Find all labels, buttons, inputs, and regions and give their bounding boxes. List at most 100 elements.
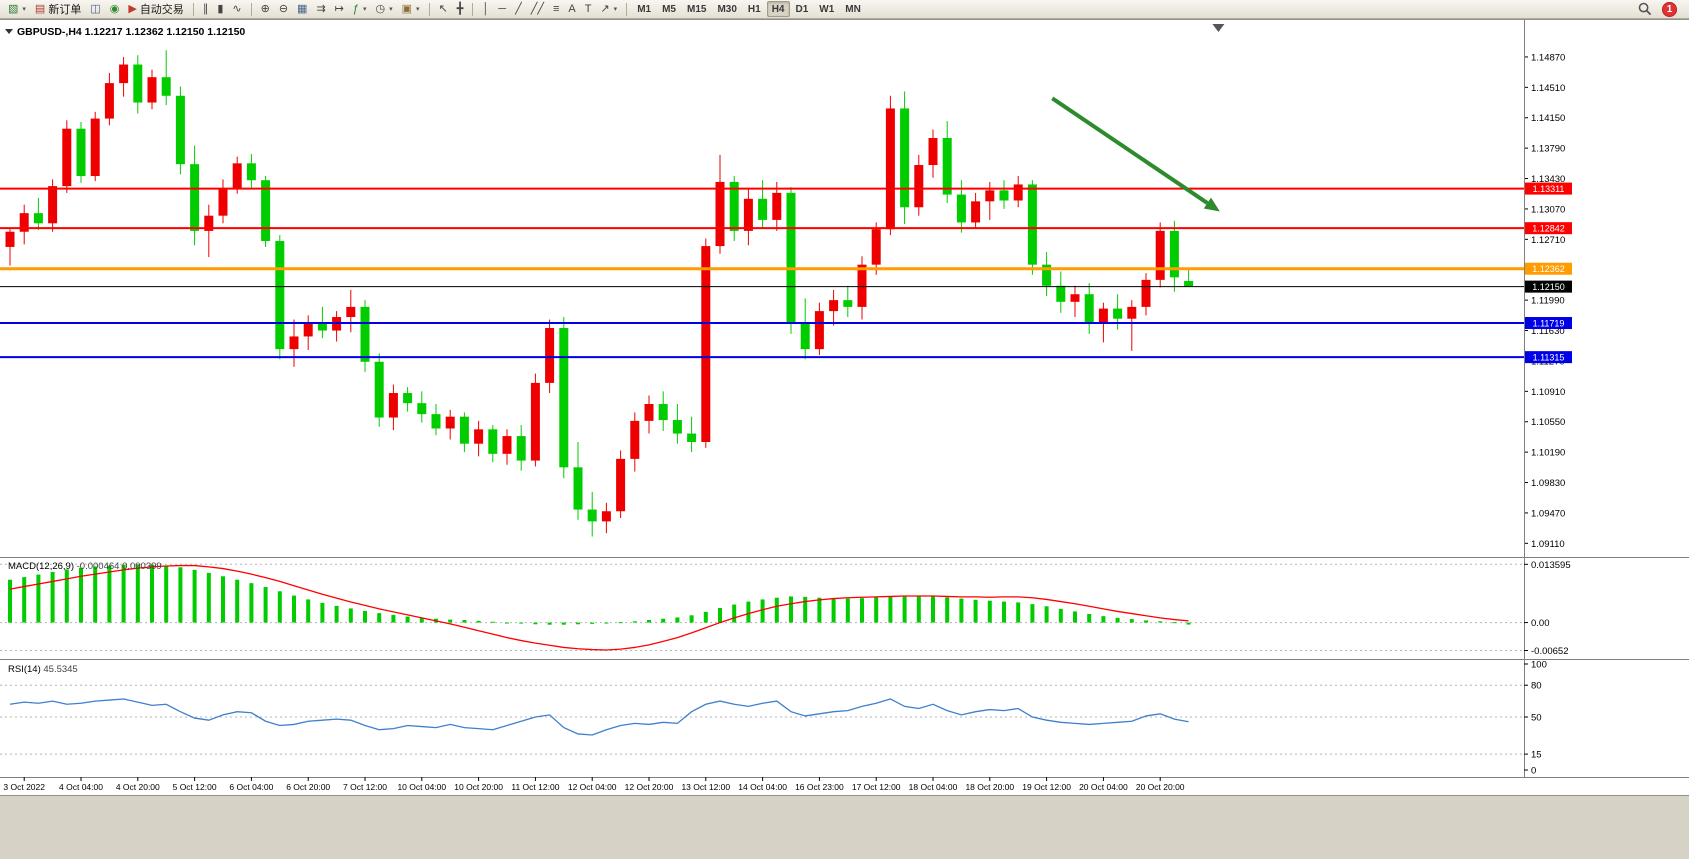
arrows-button[interactable]: ↗ ▾: [596, 1, 621, 18]
macd-histogram-bar: [235, 579, 240, 623]
candle-body: [971, 201, 981, 223]
timeframe-button-m1[interactable]: M1: [637, 3, 652, 15]
bid-price-line-marker: [1525, 280, 1572, 293]
support-line-1-marker: [1525, 317, 1572, 330]
candle-body: [1184, 280, 1194, 287]
timeframe-button-d1[interactable]: D1: [795, 3, 809, 15]
price-axis-label: 1.10550: [1531, 417, 1565, 428]
autotrading-button-label: 自动交易: [139, 4, 184, 16]
candle-body: [516, 436, 526, 461]
time-axis-label: 12 Oct 04:00: [568, 782, 617, 792]
candle-body: [758, 198, 768, 220]
candle-body: [985, 190, 995, 202]
fibonacci-icon: ≡: [552, 2, 560, 15]
new-order-button[interactable]: ▤ 新订单: [31, 1, 85, 18]
timeframe-button-m15[interactable]: M15: [687, 3, 707, 15]
timeframe-button-w1[interactable]: W1: [819, 3, 835, 15]
macd-histogram-bar: [959, 598, 964, 623]
crosshair-button[interactable]: ╋: [453, 1, 468, 18]
new-chart-button[interactable]: ▧ ▾: [4, 1, 30, 18]
resistance-line-2-marker-label: 1.12842: [1532, 224, 1565, 234]
macd-histogram-bar: [1158, 621, 1163, 623]
periods-button[interactable]: ◷ ▾: [372, 1, 397, 18]
chart-shift-marker[interactable]: [1212, 24, 1225, 32]
macd-histogram-bar: [874, 597, 879, 623]
tile-windows-button[interactable]: ▦: [293, 1, 311, 18]
timeframe-button-h1[interactable]: H1: [747, 3, 761, 15]
toolbar-separator: [250, 2, 252, 16]
templates-button[interactable]: ▣ ▾: [398, 1, 424, 18]
price-chart-canvas[interactable]: 1.14870 1.14510 1.14150 1.13790 1.13430 1.130…: [0, 20, 1689, 795]
text-button[interactable]: A: [564, 1, 579, 18]
collapse-panel-icon[interactable]: [5, 29, 13, 34]
autotrading-button[interactable]: ▶ 自动交易: [124, 1, 187, 18]
trend-arrow-annotation[interactable]: [1051, 96, 1209, 205]
candle-body: [33, 213, 43, 224]
auto-scroll-button[interactable]: ⇉: [312, 1, 329, 18]
timeframe-button-mn[interactable]: MN: [845, 3, 861, 15]
main-toolbar: ▧ ▾ ▤ 新订单 ◫ ◉ ▶ 自动交易 ∥ ▮ ∿ ⊕ ⊖ ▦ ⇉ ↦ ƒ ▾ ◷ ▾ ▣ ▾ ↖ ╋ │ ─ ╱ ╱╱ ≡ A T ↗ ▾ M…: [0, 0, 1689, 19]
rsi-axis-label: 80: [1531, 681, 1542, 692]
notification-badge[interactable]: 1: [1662, 1, 1677, 17]
candle-body: [601, 511, 611, 522]
macd-histogram-bar: [987, 600, 992, 623]
macd-histogram-bar: [760, 599, 765, 623]
search-icon[interactable]: [1638, 2, 1652, 16]
timeframe-button-m30[interactable]: M30: [717, 3, 737, 15]
macd-histogram-bar: [107, 565, 112, 623]
candle-body: [1042, 264, 1052, 286]
macd-histogram-bar: [79, 567, 83, 623]
timeframe-button-h4[interactable]: H4: [766, 1, 790, 17]
bar-chart-button[interactable]: ∥: [199, 1, 213, 18]
time-axis[interactable]: [0, 778, 1689, 795]
fibonacci-button[interactable]: ≡: [549, 1, 563, 18]
vertical-line-button[interactable]: │: [478, 1, 493, 18]
macd-histogram-bar: [1144, 620, 1148, 623]
candle-body: [119, 64, 129, 84]
candle-body: [800, 323, 810, 350]
time-axis-label: 19 Oct 12:00: [1022, 782, 1071, 792]
candle-body: [857, 264, 867, 307]
macd-histogram-bar: [1016, 602, 1021, 623]
resistance-line-1-marker-label: 1.13311: [1533, 184, 1565, 194]
resistance-line-1-marker: [1525, 182, 1572, 195]
time-axis-label: 4 Oct 04:00: [59, 782, 103, 792]
toolbar-separator: [428, 2, 430, 16]
macd-histogram-bar: [64, 569, 69, 623]
candle-body: [1084, 294, 1094, 324]
candle-body: [104, 83, 114, 119]
channel-button[interactable]: ╱╱: [527, 1, 548, 18]
price-axis[interactable]: [1525, 20, 1689, 777]
cursor-button[interactable]: ↖: [435, 1, 452, 18]
profiles-button[interactable]: ◫: [86, 1, 104, 18]
chart-plot-area[interactable]: [0, 20, 1524, 557]
trendline-button[interactable]: ╱: [511, 1, 526, 18]
toolbar-right: 1: [1638, 1, 1685, 17]
macd-histogram-bar: [363, 611, 367, 623]
candle-body: [900, 108, 910, 208]
refresh-button[interactable]: ◉: [106, 1, 124, 18]
dropdown-arrow-icon: ▾: [416, 6, 420, 13]
macd-histogram-bar: [391, 614, 396, 623]
candle-body: [289, 336, 299, 350]
macd-histogram-bar: [178, 567, 183, 623]
zoom-out-button[interactable]: ⊖: [275, 1, 292, 18]
time-axis-label: 3 Oct 2022: [3, 782, 45, 792]
horizontal-line-button[interactable]: ─: [494, 1, 510, 18]
indicators-button[interactable]: ƒ ▾: [349, 1, 371, 18]
macd-axis-label: -0.00652: [1531, 646, 1569, 657]
timeframe-button-m5[interactable]: M5: [662, 3, 676, 15]
zoom-in-button[interactable]: ⊕: [257, 1, 274, 18]
candle-body: [346, 306, 356, 318]
tile-windows-icon: ▦: [297, 2, 308, 15]
line-chart-button[interactable]: ∿: [228, 1, 245, 18]
indicators-icon: ƒ: [352, 2, 359, 15]
price-axis-label: 1.12710: [1531, 235, 1565, 246]
chart-shift-button[interactable]: ↦: [331, 1, 348, 18]
candlestick-button[interactable]: ▮: [213, 1, 227, 18]
macd-histogram-bar: [263, 587, 268, 623]
macd-histogram-bar: [292, 595, 296, 623]
text-label-button[interactable]: T: [581, 1, 596, 18]
macd-histogram-bar: [803, 596, 808, 623]
macd-histogram-bar: [590, 622, 595, 624]
